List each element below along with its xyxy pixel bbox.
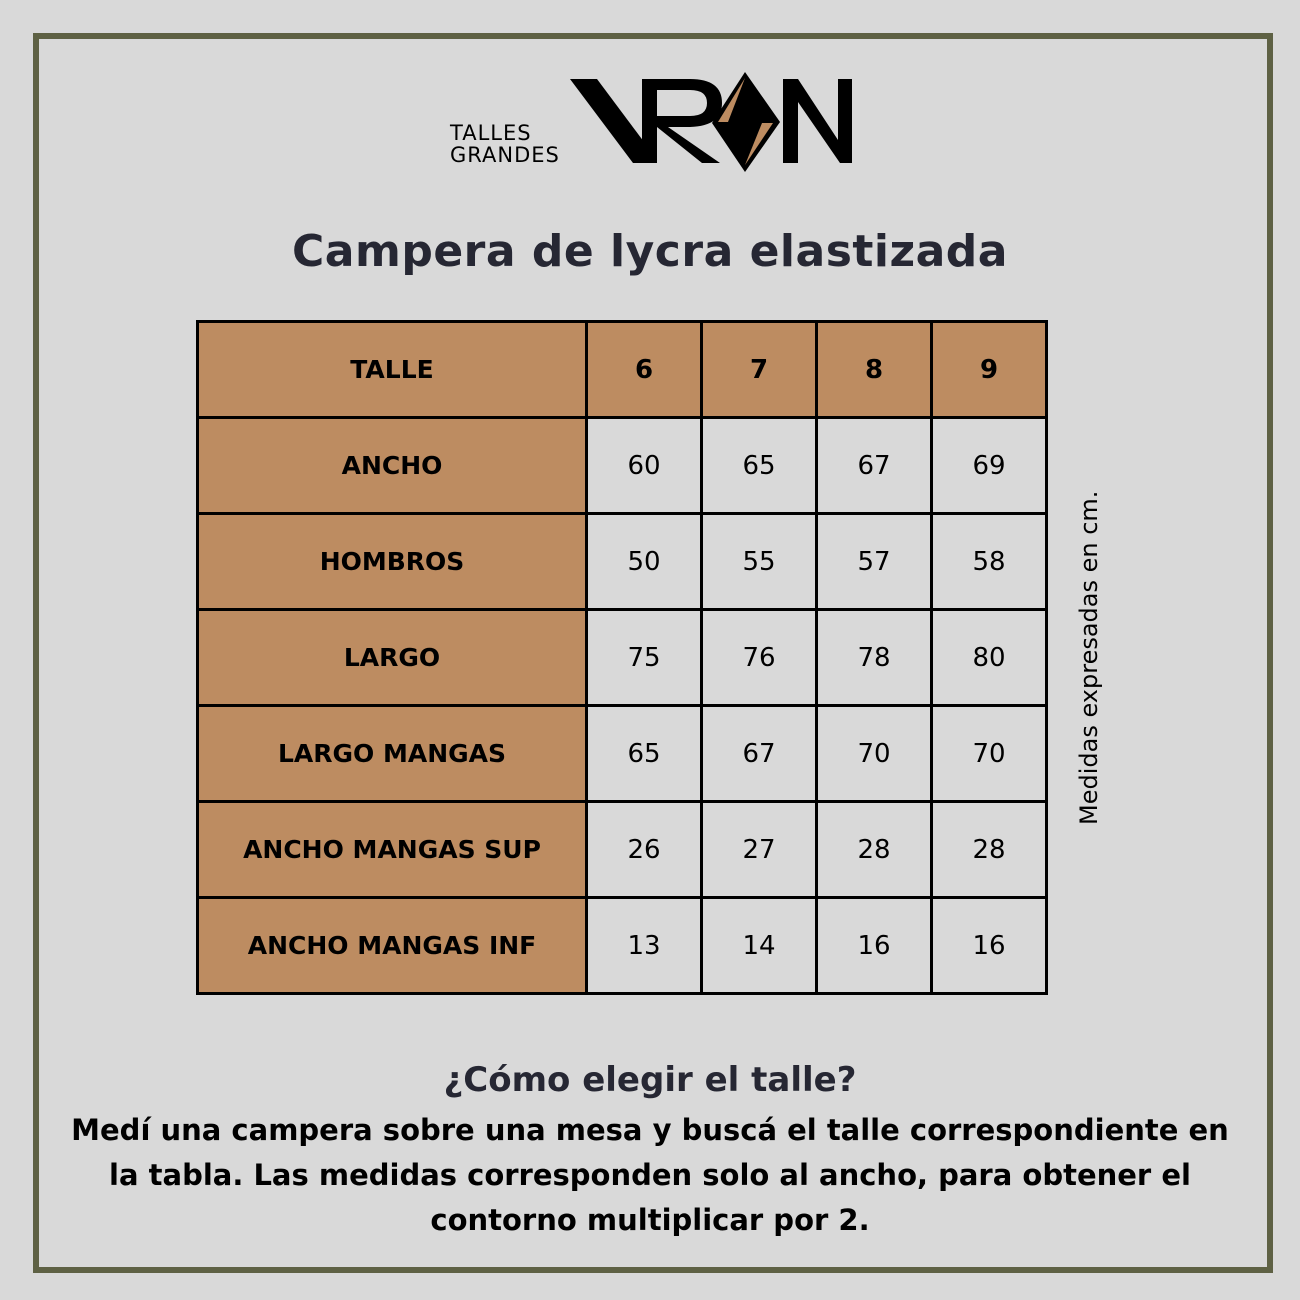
logo-r-bowl: [657, 79, 722, 163]
value-cell: 55: [700, 512, 818, 611]
table-row: ANCHO 60 65 67 69: [196, 416, 1048, 515]
value-cell: 70: [815, 704, 933, 803]
units-note: Medidas expresadas en cm.: [1075, 490, 1103, 825]
logo-v: [570, 79, 650, 163]
header-cell: TALLE: [196, 320, 588, 419]
help-text: Medí una campera sobre una mesa y buscá …: [71, 1113, 1229, 1237]
table-row: LARGO 75 76 78 80: [196, 608, 1048, 707]
page-frame: [33, 33, 1273, 1273]
value-cell: 65: [585, 704, 703, 803]
logo-diamond-accent-top: [718, 78, 745, 122]
size-table: TALLE 6 7 8 9 ANCHO 60 65 67 69 HOMBROS 50 55 57…: [196, 320, 1048, 995]
value-cell: 67: [815, 416, 933, 515]
row-label: ANCHO MANGAS SUP: [196, 800, 588, 899]
page-title: Campera de lycra elastizada: [292, 226, 1008, 277]
header-cell: 9: [930, 320, 1048, 419]
logo-r-stem: [642, 79, 657, 163]
value-cell: 78: [815, 608, 933, 707]
logo-tagline-2: GRANDES: [450, 143, 560, 167]
header-cell: 7: [700, 320, 818, 419]
value-cell: 75: [585, 608, 703, 707]
value-cell: 26: [585, 800, 703, 899]
header-cell: 8: [815, 320, 933, 419]
value-cell: 28: [930, 800, 1048, 899]
value-cell: 67: [700, 704, 818, 803]
brand-logo: TALLES GRANDES: [449, 72, 852, 172]
value-cell: 28: [815, 800, 933, 899]
value-cell: 14: [700, 896, 818, 995]
row-label: HOMBROS: [196, 512, 588, 611]
table-row: HOMBROS 50 55 57 58: [196, 512, 1048, 611]
logo-diamond: [712, 72, 780, 172]
value-cell: 50: [585, 512, 703, 611]
logo-diamond-accent-bottom: [745, 123, 773, 165]
table-header-row: TALLE 6 7 8 9: [196, 320, 1048, 419]
value-cell: 70: [930, 704, 1048, 803]
value-cell: 80: [930, 608, 1048, 707]
value-cell: 57: [815, 512, 933, 611]
row-label: LARGO MANGAS: [196, 704, 588, 803]
value-cell: 16: [930, 896, 1048, 995]
help-heading: ¿Cómo elegir el talle?: [443, 1060, 857, 1100]
table-row: ANCHO MANGAS INF 13 14 16 16: [196, 896, 1048, 995]
table-row: LARGO MANGAS 65 67 70 70: [196, 704, 1048, 803]
row-label: ANCHO MANGAS INF: [196, 896, 588, 995]
logo-tagline-1: TALLES: [449, 121, 532, 145]
value-cell: 13: [585, 896, 703, 995]
logo-n: [783, 79, 852, 163]
value-cell: 16: [815, 896, 933, 995]
value-cell: 60: [585, 416, 703, 515]
row-label: ANCHO: [196, 416, 588, 515]
header-cell: 6: [585, 320, 703, 419]
table-row: ANCHO MANGAS SUP 26 27 28 28: [196, 800, 1048, 899]
value-cell: 58: [930, 512, 1048, 611]
value-cell: 65: [700, 416, 818, 515]
value-cell: 27: [700, 800, 818, 899]
value-cell: 76: [700, 608, 818, 707]
value-cell: 69: [930, 416, 1048, 515]
row-label: LARGO: [196, 608, 588, 707]
